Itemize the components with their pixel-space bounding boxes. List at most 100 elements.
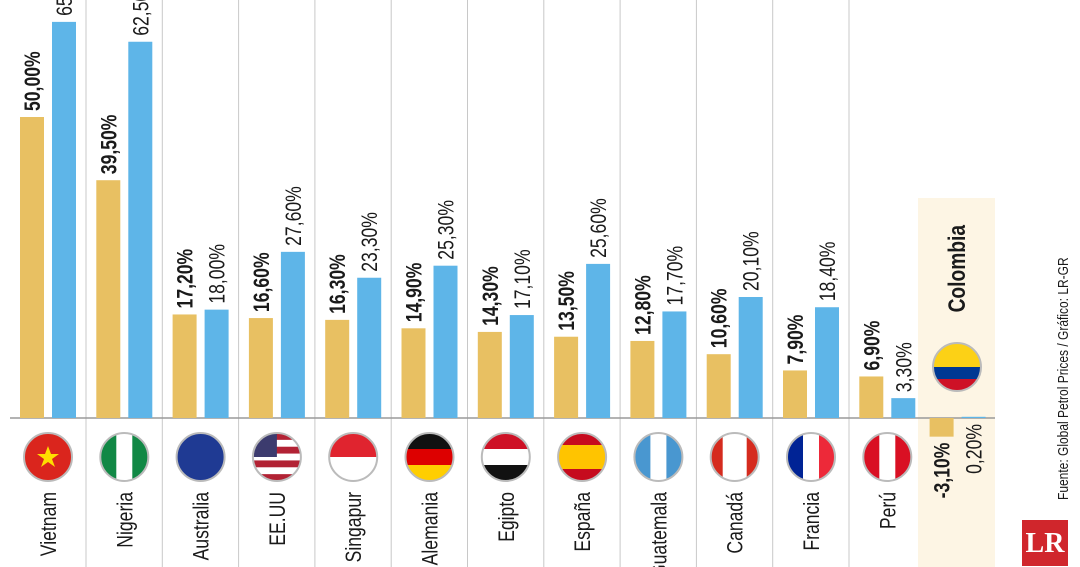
flag-stripe	[722, 433, 736, 481]
bar	[248, 318, 273, 418]
flag-stripe	[252, 453, 301, 461]
bar	[20, 117, 44, 418]
value-label: 17,20%	[174, 249, 198, 309]
value-label: 7,90%	[784, 314, 808, 364]
flag-stripe	[252, 460, 301, 468]
value-label: 65,80%	[53, 0, 77, 16]
bar	[204, 309, 229, 418]
bar	[662, 311, 687, 418]
category-label: Colombia	[943, 224, 971, 312]
flag	[252, 433, 301, 481]
category-label: España	[571, 491, 595, 551]
bar	[401, 328, 426, 418]
value-label: 16,30%	[326, 254, 350, 314]
category-label: Canadá	[724, 491, 748, 553]
bar	[961, 416, 986, 418]
value-label: 27,60%	[282, 186, 306, 246]
bar	[859, 376, 884, 418]
flag-ring	[786, 432, 836, 482]
category-label: Australia	[190, 491, 214, 560]
flag-star	[37, 446, 59, 467]
category-label: Francia	[800, 491, 824, 550]
bar	[706, 354, 731, 418]
flag-stripe	[879, 433, 896, 481]
value-label: -3,10%	[931, 442, 955, 498]
value-label: 14,30%	[479, 266, 503, 326]
value-label: 18,40%	[816, 242, 840, 302]
bar	[96, 180, 121, 418]
flag-stripe	[252, 467, 301, 475]
flag-ring	[932, 342, 982, 392]
bar	[52, 21, 76, 418]
flag-stripe	[933, 367, 981, 380]
value-label: 18,00%	[206, 244, 230, 304]
flag-ring	[251, 432, 302, 482]
flag-ring	[23, 432, 73, 482]
flag-stripe	[933, 355, 981, 368]
bar	[172, 314, 197, 418]
category-label: Perú	[877, 492, 901, 529]
bar	[783, 370, 807, 418]
value-label: 62,50%	[130, 0, 154, 36]
value-label: 25,60%	[587, 198, 611, 258]
flag-stripe	[252, 474, 301, 481]
flag-stripe	[116, 433, 133, 481]
bar	[554, 336, 579, 418]
flag-stripe	[803, 433, 820, 481]
value-label: 16,60%	[250, 252, 274, 312]
flag-stripe	[176, 433, 225, 481]
flag-stripe	[558, 457, 607, 470]
bar	[509, 315, 534, 418]
value-label: 3,30%	[893, 342, 917, 392]
bar	[891, 398, 916, 418]
bar	[280, 251, 305, 418]
value-label: 39,50%	[98, 114, 122, 174]
flag-stripe	[481, 449, 530, 466]
category-label: Alemania	[419, 491, 443, 565]
value-label: 17,10%	[511, 249, 535, 309]
bar	[325, 319, 350, 418]
flag-stripe	[329, 457, 378, 481]
category-label: Egipto	[495, 492, 519, 542]
flag-stripe	[405, 449, 454, 466]
bar	[477, 331, 502, 418]
flag-ring	[404, 432, 455, 482]
flag-stripe	[734, 433, 748, 481]
bar	[630, 340, 655, 418]
value-label: 17,70%	[664, 246, 688, 306]
value-label: 25,30%	[435, 200, 459, 260]
category-label: Vietnam	[37, 492, 61, 556]
flag	[24, 433, 72, 481]
flag-ring	[633, 432, 684, 482]
flag-ring	[480, 432, 531, 482]
value-label: 20,10%	[740, 231, 764, 291]
category-label: Guatemala	[648, 491, 672, 567]
flag-ring	[709, 432, 760, 482]
value-label: 0,20%	[963, 424, 987, 474]
value-label: 14,90%	[403, 262, 427, 322]
bar	[128, 41, 153, 418]
flag-ring	[99, 432, 150, 482]
value-label: 23,30%	[358, 212, 382, 272]
value-label: 6,90%	[861, 320, 885, 370]
flag-ring	[557, 432, 608, 482]
bar	[357, 277, 382, 418]
flag	[176, 433, 225, 481]
bar	[929, 418, 954, 437]
category-label: Nigeria	[114, 491, 138, 548]
flag-stripe	[329, 433, 378, 458]
bar	[738, 296, 763, 418]
category-label: Singapur	[342, 492, 366, 563]
category-label: EE.UU	[266, 492, 290, 546]
bar	[815, 307, 839, 418]
flag-stripe	[650, 433, 667, 481]
bar	[433, 265, 458, 418]
value-label: 12,80%	[632, 275, 656, 335]
logo: LR	[1026, 528, 1066, 559]
flag-ring	[862, 432, 913, 482]
value-label: 50,00%	[21, 51, 45, 111]
value-label: 13,50%	[555, 271, 579, 331]
flag-ring	[328, 432, 379, 482]
value-label: 10,60%	[708, 288, 732, 348]
